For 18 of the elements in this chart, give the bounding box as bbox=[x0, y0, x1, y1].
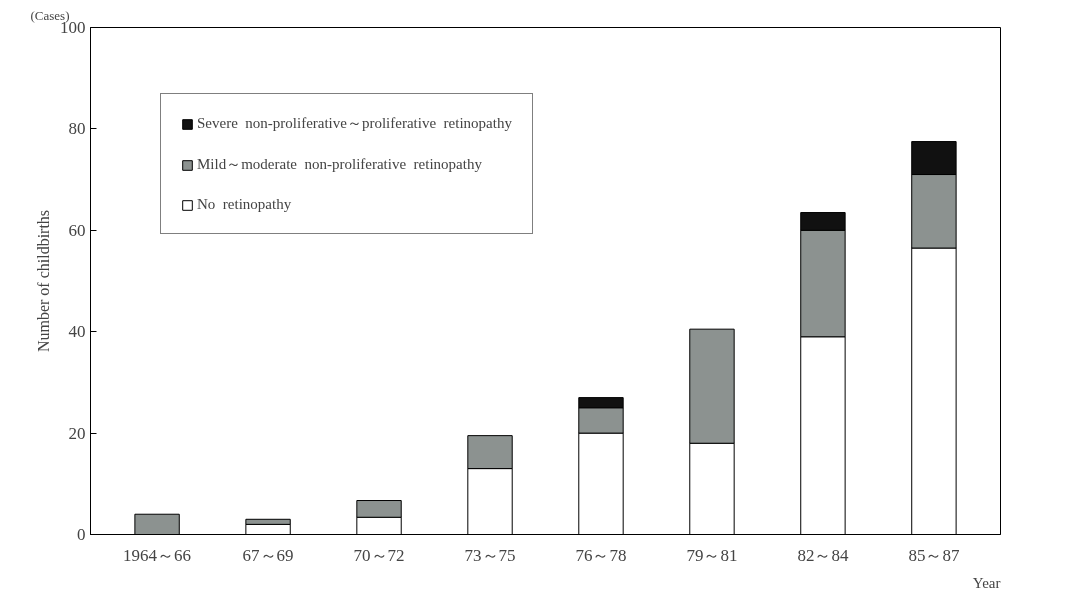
legend-label: Mild～moderate non-proliferative retinopathy bbox=[197, 155, 482, 174]
x-tick-label: 79～81 bbox=[686, 545, 738, 565]
y-tick-label: 80 bbox=[68, 119, 86, 139]
x-tick-label: 70～72 bbox=[353, 545, 405, 565]
x-tick-label: 73～75 bbox=[464, 545, 516, 565]
legend-label: No retinopathy bbox=[197, 196, 292, 213]
y-tick-label: 20 bbox=[68, 423, 86, 443]
legend-label: Severe non-proliferative～proliferative retinopathy bbox=[197, 114, 512, 133]
x-tick-label: 1964～66 bbox=[123, 545, 192, 565]
y-axis-title: Number of childbirths bbox=[35, 209, 52, 353]
x-axis-title: Year bbox=[972, 574, 1001, 591]
y-tick-label: 60 bbox=[68, 220, 86, 240]
y-tick-label: 0 bbox=[77, 525, 86, 544]
x-tick-label: 85～87 bbox=[908, 545, 960, 565]
x-tick-label: 67～69 bbox=[242, 545, 294, 565]
y-tick-label: 40 bbox=[68, 322, 86, 342]
x-tick-label: 82～84 bbox=[797, 545, 849, 565]
x-tick-label: 76～78 bbox=[575, 545, 627, 565]
